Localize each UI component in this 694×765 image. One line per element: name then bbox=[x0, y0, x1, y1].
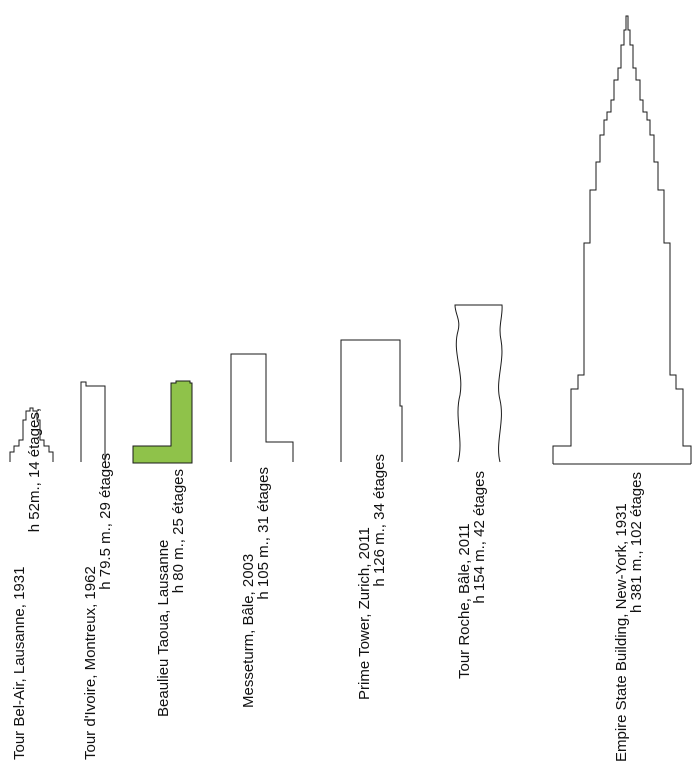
labels: Tour Bel-Air, Lausanne, 1931 h 52m., 14 … bbox=[11, 408, 645, 762]
building-messeturm-name: Messeturm, Bâle, 2003 bbox=[240, 554, 257, 708]
building-roche-silhouette bbox=[454, 304, 503, 463]
building-prime-stats: h 126 m., 34 étages bbox=[371, 454, 388, 587]
building-bel-air-silhouette bbox=[9, 407, 54, 462]
building-messeturm-silhouette bbox=[230, 353, 294, 462]
building-taoua-silhouette bbox=[132, 380, 193, 464]
building-empire-silhouette bbox=[552, 15, 692, 464]
building-taoua-name: Beaulieu Taoua, Lausanne bbox=[155, 540, 172, 717]
building-ivoire-name: Tour d'Ivoire, Montreux, 1962 bbox=[82, 566, 99, 760]
building-empire-name: Empire State Building, New-York, 1931 bbox=[613, 503, 630, 762]
building-roche-name: Tour Roche, Bâle, 2011 bbox=[456, 523, 473, 679]
building-roche-stats: h 154 m., 42 étages bbox=[471, 471, 488, 604]
building-prime-name: Prime Tower, Zurich, 2011 bbox=[356, 527, 373, 700]
building-empire-stats: h 381 m., 102 étages bbox=[628, 472, 645, 613]
building-taoua-stats: h 80 m., 25 étages bbox=[170, 469, 187, 593]
building-bel-air-name: Tour Bel-Air, Lausanne, 1931 bbox=[11, 567, 28, 760]
building-messeturm-stats: h 105 m., 31 étages bbox=[255, 467, 272, 600]
building-prime-silhouette bbox=[340, 339, 403, 462]
building-ivoire-silhouette bbox=[80, 381, 106, 462]
building-ivoire-stats: h 79.5 m., 29 étages bbox=[97, 453, 114, 590]
building-bel-air-stats: h 52m., 14 étages, bbox=[26, 408, 43, 532]
